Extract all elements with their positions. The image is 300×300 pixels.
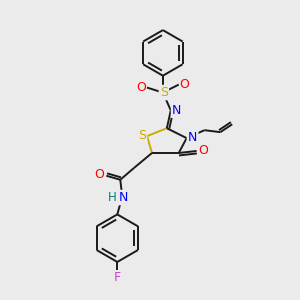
Text: F: F: [114, 271, 121, 284]
Text: O: O: [136, 81, 146, 94]
Text: N: N: [118, 191, 128, 204]
Text: O: O: [94, 168, 104, 181]
Text: S: S: [138, 129, 146, 142]
Text: N: N: [172, 104, 182, 117]
Text: N: N: [188, 130, 197, 144]
Text: S: S: [160, 86, 168, 99]
Text: O: O: [180, 78, 190, 91]
Text: O: O: [199, 145, 208, 158]
Text: H: H: [108, 191, 117, 204]
